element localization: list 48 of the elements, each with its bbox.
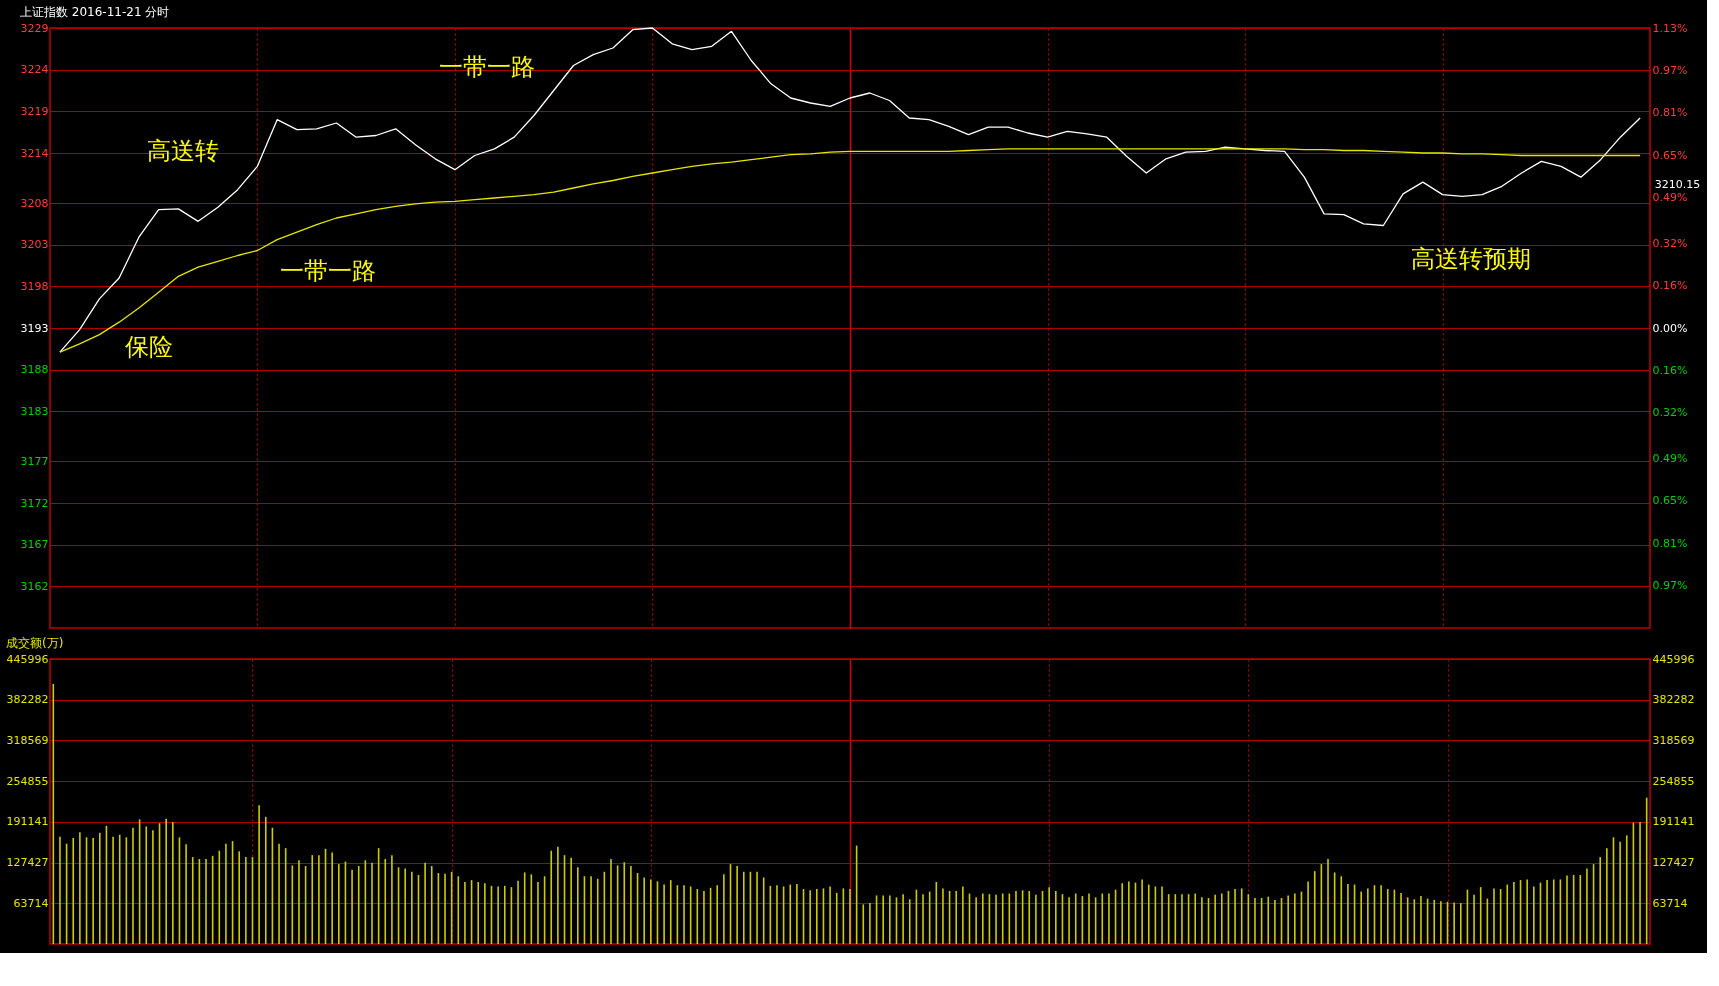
y2-tick-label: 191141 bbox=[1652, 815, 1695, 829]
y2-tick-label: 318569 bbox=[1652, 733, 1695, 747]
y2-tick-label: 0.49% bbox=[1652, 451, 1688, 465]
y-tick-label: 3198 bbox=[20, 279, 49, 293]
y2-tick-label: 0.49% bbox=[1652, 191, 1688, 205]
y2-tick-label: 382282 bbox=[1652, 693, 1695, 707]
chart-title: 上证指数 2016-11-21 分时 bbox=[20, 5, 170, 19]
y2-tick-label: 0.32% bbox=[1652, 236, 1688, 250]
annotation: 高送转预期 bbox=[1410, 244, 1531, 273]
y-tick-label: 3177 bbox=[20, 454, 49, 468]
y-tick-label: 63714 bbox=[13, 896, 49, 910]
y2-tick-label: 0.16% bbox=[1652, 363, 1688, 377]
y-tick-label: 382282 bbox=[6, 693, 49, 707]
y-tick-label: 3208 bbox=[20, 196, 49, 210]
y-tick-label: 3162 bbox=[20, 579, 49, 593]
y-tick-label: 191141 bbox=[6, 815, 49, 829]
y-tick-label: 445996 bbox=[6, 652, 49, 666]
text: 3210.15 bbox=[1654, 178, 1701, 192]
y-tick-label: 318569 bbox=[6, 733, 49, 747]
y-tick-label: 3219 bbox=[20, 104, 49, 118]
y2-tick-label: 0.97% bbox=[1652, 579, 1688, 593]
y2-tick-label: 63714 bbox=[1652, 896, 1688, 910]
y-tick-label: 127427 bbox=[6, 856, 49, 870]
annotation: 一带一路 bbox=[280, 256, 377, 285]
y-tick-label: 3172 bbox=[20, 496, 49, 510]
y-tick-label: 3183 bbox=[20, 404, 49, 418]
y-tick-label: 3203 bbox=[20, 238, 49, 252]
y2-tick-label: 0.65% bbox=[1652, 148, 1688, 162]
y2-tick-label: 0.65% bbox=[1652, 494, 1688, 508]
y2-tick-label: 0.00% bbox=[1652, 321, 1688, 335]
y2-tick-label: 445996 bbox=[1652, 652, 1695, 666]
y2-tick-label: 0.32% bbox=[1652, 406, 1688, 420]
y2-tick-label: 0.81% bbox=[1652, 536, 1688, 550]
y2-tick-label: 0.81% bbox=[1652, 106, 1688, 120]
annotation: 保险 bbox=[125, 332, 174, 361]
y-tick-label: 254855 bbox=[6, 774, 49, 788]
y2-tick-label: 127427 bbox=[1652, 856, 1695, 870]
y-tick-label: 3193 bbox=[20, 321, 49, 335]
y-tick-label: 3188 bbox=[20, 363, 49, 377]
y-tick-label: 3224 bbox=[20, 63, 49, 77]
y2-tick-label: 254855 bbox=[1652, 774, 1695, 788]
y2-tick-label: 0.97% bbox=[1652, 63, 1688, 77]
chart-title: 成交额(万) bbox=[6, 636, 64, 650]
y2-tick-label: 0.16% bbox=[1652, 279, 1688, 293]
y-tick-label: 3167 bbox=[20, 538, 49, 552]
y-tick-label: 3214 bbox=[20, 146, 49, 160]
y-tick-label: 3229 bbox=[20, 21, 49, 35]
y2-tick-label: 1.13% bbox=[1652, 21, 1688, 35]
